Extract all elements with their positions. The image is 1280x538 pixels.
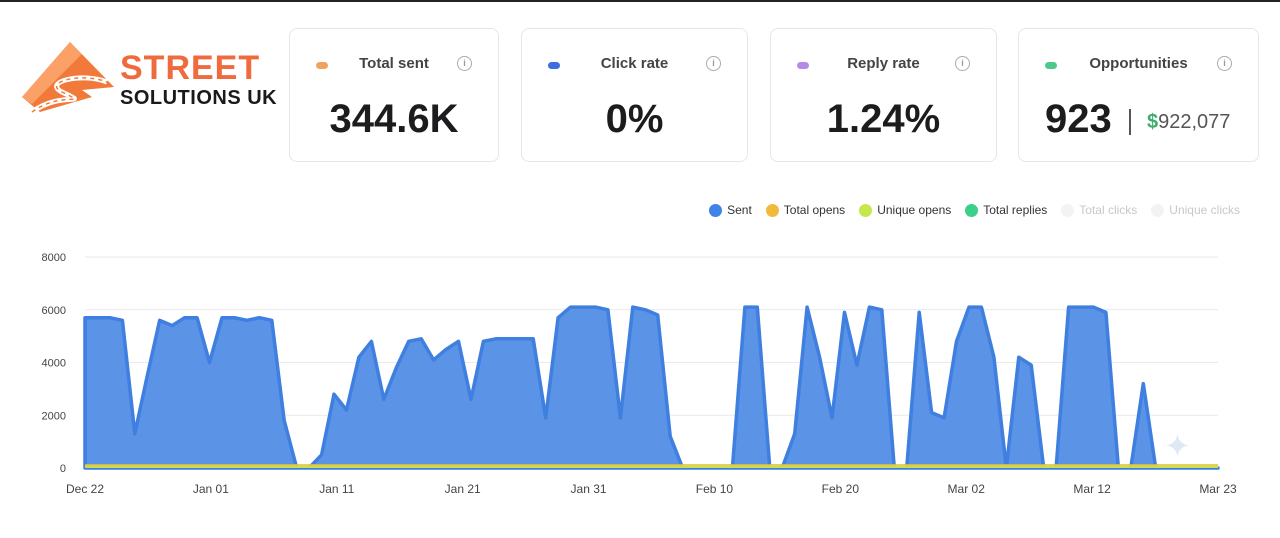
- series-sent-area: [83, 305, 1220, 470]
- click-rate-dot-icon: [548, 62, 560, 69]
- metric-card-click-rate: Click rate i 0%: [521, 28, 748, 162]
- legend-swatch: [709, 203, 723, 217]
- chart-legend: Sent Total opens Unique opens Total repl…: [709, 203, 1240, 217]
- metric-card-opportunities: Opportunities i 923 $922,077: [1018, 28, 1259, 162]
- legend-item-unique-opens[interactable]: Unique opens: [859, 203, 951, 217]
- brand-subtitle: SOLUTIONS UK: [120, 87, 278, 109]
- x-tick-label: Mar 12: [1073, 482, 1111, 496]
- legend-swatch: [1151, 203, 1165, 217]
- legend-label: Total replies: [983, 203, 1048, 217]
- opportunities-dot-icon: [1045, 62, 1057, 69]
- legend-label: Sent: [727, 203, 752, 217]
- metric-value: 344.6K: [329, 97, 459, 141]
- metric-label: Click rate: [600, 55, 669, 72]
- legend-label: Unique opens: [877, 203, 952, 217]
- road-logo-icon: [22, 42, 114, 115]
- legend-item-sent[interactable]: Sent: [709, 203, 752, 217]
- info-icon[interactable]: i: [457, 56, 472, 71]
- legend-item-total-opens[interactable]: Total opens: [765, 203, 846, 217]
- y-tick-label: 2000: [42, 410, 66, 422]
- y-tick-label: 4000: [42, 358, 66, 370]
- brand-logo: STREET SOLUTIONS UK: [22, 42, 284, 122]
- metric-value: 0%: [605, 97, 664, 141]
- x-tick-label: Jan 11: [319, 482, 354, 496]
- metric-card-reply-rate: Reply rate i 1.24%: [770, 28, 997, 162]
- legend-label: Total clicks: [1079, 203, 1138, 217]
- y-tick-label: 6000: [42, 305, 66, 317]
- metric-value: 1.24%: [826, 97, 941, 141]
- series-unique-opens-band: [85, 465, 1218, 468]
- x-tick-label: Feb 20: [822, 482, 860, 496]
- y-tick-label: 0: [60, 463, 66, 475]
- legend-item-total-replies[interactable]: Total replies: [965, 203, 1047, 217]
- legend-label: Unique clicks: [1169, 203, 1240, 217]
- legend-swatch: [765, 203, 779, 217]
- brand-name: STREET: [120, 49, 261, 87]
- opportunity-value: $922,077: [1147, 111, 1230, 134]
- reply-rate-dot-icon: [797, 62, 809, 69]
- currency-symbol: $: [1147, 111, 1159, 133]
- legend-swatch: [1061, 203, 1075, 217]
- opportunity-amount: 922,077: [1158, 111, 1231, 133]
- metric-value: 923: [1045, 97, 1112, 141]
- legend-item-unique-clicks[interactable]: Unique clicks: [1151, 203, 1240, 217]
- x-tick-label: Dec 22: [66, 482, 104, 496]
- legend-swatch: [965, 203, 979, 217]
- y-tick-label: 8000: [42, 252, 66, 264]
- x-tick-label: Mar 02: [948, 482, 986, 496]
- x-tick-label: Jan 21: [445, 482, 481, 496]
- metric-label: Opportunities: [1089, 55, 1188, 72]
- sent-area-chart: 0 2000 4000 6000 8000 Dec 22 Jan 01 Jan 11 Jan 2…: [42, 252, 1237, 496]
- x-tick-label: Jan 31: [571, 482, 607, 496]
- total-sent-dot-icon: [316, 62, 328, 69]
- info-icon[interactable]: i: [1217, 56, 1232, 71]
- x-tick-label: Jan 01: [193, 482, 229, 496]
- legend-label: Total opens: [783, 203, 846, 217]
- divider: [1129, 109, 1131, 135]
- x-tick-label: Mar 23: [1199, 482, 1237, 496]
- info-icon[interactable]: i: [955, 56, 970, 71]
- info-icon[interactable]: i: [706, 56, 721, 71]
- legend-swatch: [859, 203, 873, 217]
- metric-label: Reply rate: [847, 55, 920, 72]
- metric-card-total-sent: Total sent i 344.6K: [289, 28, 499, 162]
- sparkle-icon: ✦: [1164, 428, 1191, 464]
- metric-label: Total sent: [359, 55, 429, 72]
- x-tick-label: Feb 10: [696, 482, 734, 496]
- legend-item-total-clicks[interactable]: Total clicks: [1061, 203, 1137, 217]
